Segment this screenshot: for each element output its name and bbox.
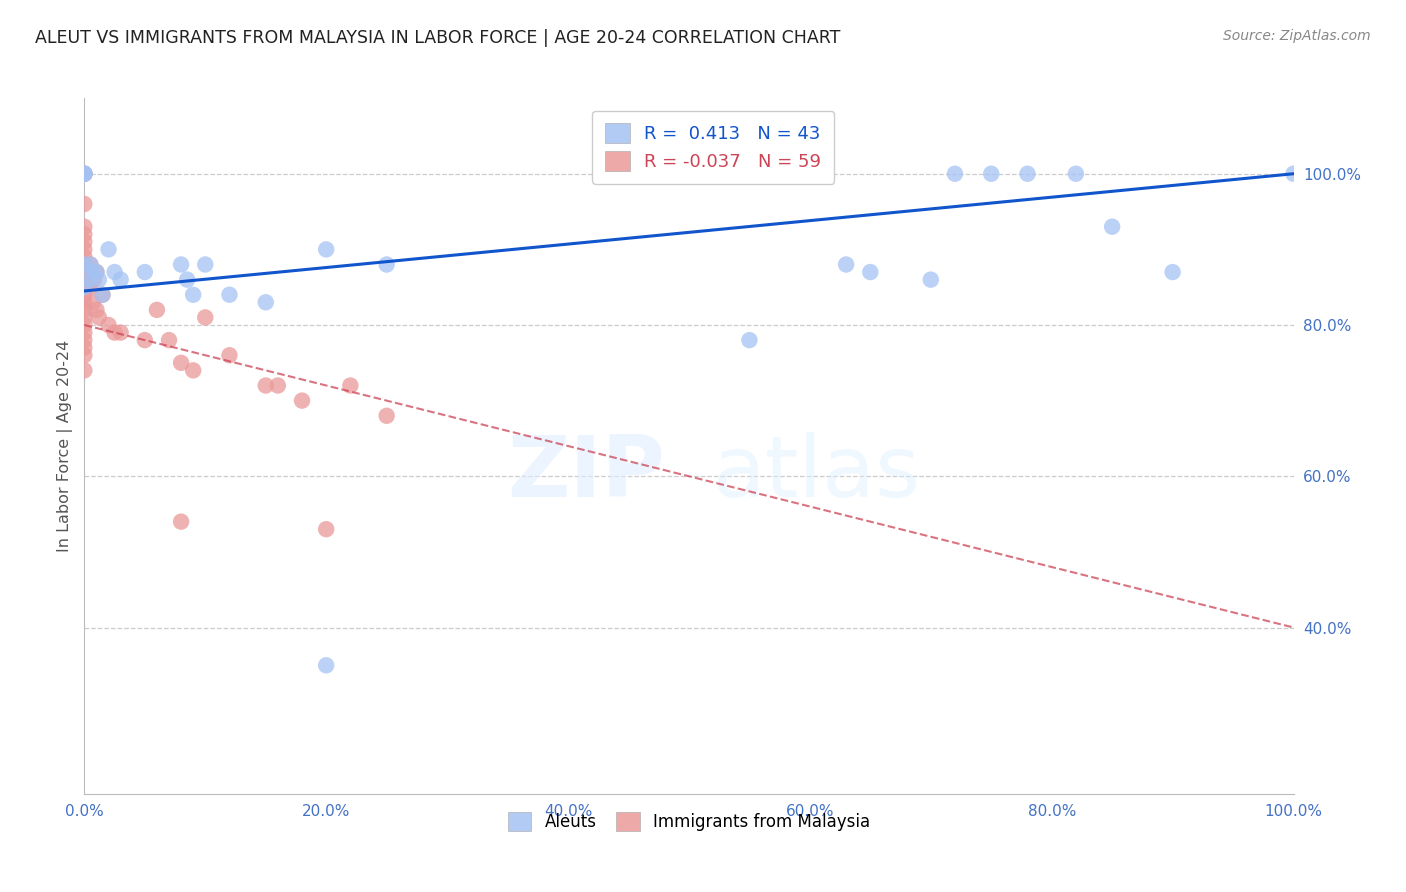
Immigrants from Malaysia [73, 302, 96, 317]
Aleuts [73, 167, 96, 181]
Immigrants from Malaysia [73, 333, 96, 347]
Aleuts [859, 265, 882, 279]
Aleuts [73, 167, 96, 181]
Aleuts [79, 272, 101, 286]
Immigrants from Malaysia [73, 167, 96, 181]
Aleuts [254, 824, 277, 838]
Immigrants from Malaysia [91, 287, 114, 301]
Immigrants from Malaysia [73, 227, 96, 242]
Aleuts [315, 243, 337, 257]
Text: ALEUT VS IMMIGRANTS FROM MALAYSIA IN LABOR FORCE | AGE 20-24 CORRELATION CHART: ALEUT VS IMMIGRANTS FROM MALAYSIA IN LAB… [35, 29, 841, 46]
Aleuts [943, 167, 966, 181]
Aleuts [254, 295, 277, 310]
Aleuts [73, 258, 96, 272]
Immigrants from Malaysia [170, 356, 193, 370]
Immigrants from Malaysia [73, 280, 96, 294]
Immigrants from Malaysia [73, 348, 96, 362]
Aleuts [176, 272, 198, 286]
Immigrants from Malaysia [83, 272, 105, 286]
Immigrants from Malaysia [79, 280, 101, 294]
Aleuts [181, 287, 204, 301]
Aleuts [86, 265, 108, 279]
Aleuts [920, 272, 942, 286]
Aleuts [375, 258, 398, 272]
Text: Source: ZipAtlas.com: Source: ZipAtlas.com [1223, 29, 1371, 43]
Immigrants from Malaysia [77, 265, 100, 279]
Immigrants from Malaysia [104, 326, 127, 340]
Immigrants from Malaysia [73, 295, 96, 310]
Aleuts [110, 272, 132, 286]
Immigrants from Malaysia [87, 310, 110, 325]
Immigrants from Malaysia [73, 326, 96, 340]
Immigrants from Malaysia [254, 378, 277, 392]
Immigrants from Malaysia [339, 378, 361, 392]
Aleuts [1101, 219, 1123, 234]
Immigrants from Malaysia [110, 326, 132, 340]
Legend: Aleuts, Immigrants from Malaysia: Aleuts, Immigrants from Malaysia [501, 805, 877, 838]
Immigrants from Malaysia [73, 265, 96, 279]
Immigrants from Malaysia [134, 333, 156, 347]
Aleuts [980, 167, 1002, 181]
Immigrants from Malaysia [73, 363, 96, 377]
Aleuts [835, 258, 858, 272]
Aleuts [91, 287, 114, 301]
Immigrants from Malaysia [170, 515, 193, 529]
Immigrants from Malaysia [181, 363, 204, 377]
Immigrants from Malaysia [291, 393, 314, 408]
Aleuts [1161, 265, 1184, 279]
Aleuts [104, 265, 127, 279]
Aleuts [170, 258, 193, 272]
Aleuts [194, 258, 217, 272]
Aleuts [1282, 167, 1305, 181]
Immigrants from Malaysia [86, 302, 108, 317]
Y-axis label: In Labor Force | Age 20-24: In Labor Force | Age 20-24 [58, 340, 73, 552]
Immigrants from Malaysia [375, 409, 398, 423]
Aleuts [1064, 167, 1087, 181]
Immigrants from Malaysia [73, 167, 96, 181]
Aleuts [315, 658, 337, 673]
Immigrants from Malaysia [97, 318, 120, 332]
Immigrants from Malaysia [194, 310, 217, 325]
Aleuts [79, 258, 101, 272]
Aleuts [82, 265, 104, 279]
Aleuts [738, 333, 761, 347]
Aleuts [218, 287, 240, 301]
Immigrants from Malaysia [73, 243, 96, 257]
Immigrants from Malaysia [73, 219, 96, 234]
Immigrants from Malaysia [73, 310, 96, 325]
Immigrants from Malaysia [73, 287, 96, 301]
Immigrants from Malaysia [73, 341, 96, 355]
Aleuts [87, 272, 110, 286]
Aleuts [1017, 167, 1039, 181]
Aleuts [134, 265, 156, 279]
Immigrants from Malaysia [146, 302, 169, 317]
Immigrants from Malaysia [82, 295, 104, 310]
Immigrants from Malaysia [315, 522, 337, 536]
Immigrants from Malaysia [73, 250, 96, 264]
Aleuts [73, 280, 96, 294]
Immigrants from Malaysia [73, 197, 96, 211]
Immigrants from Malaysia [267, 378, 290, 392]
Immigrants from Malaysia [73, 235, 96, 249]
Immigrants from Malaysia [157, 333, 180, 347]
Aleuts [97, 243, 120, 257]
Immigrants from Malaysia [73, 318, 96, 332]
Text: atlas: atlas [713, 433, 921, 516]
Aleuts [73, 167, 96, 181]
Text: ZIP: ZIP [508, 433, 665, 516]
Immigrants from Malaysia [79, 258, 101, 272]
Immigrants from Malaysia [86, 265, 108, 279]
Immigrants from Malaysia [218, 348, 240, 362]
